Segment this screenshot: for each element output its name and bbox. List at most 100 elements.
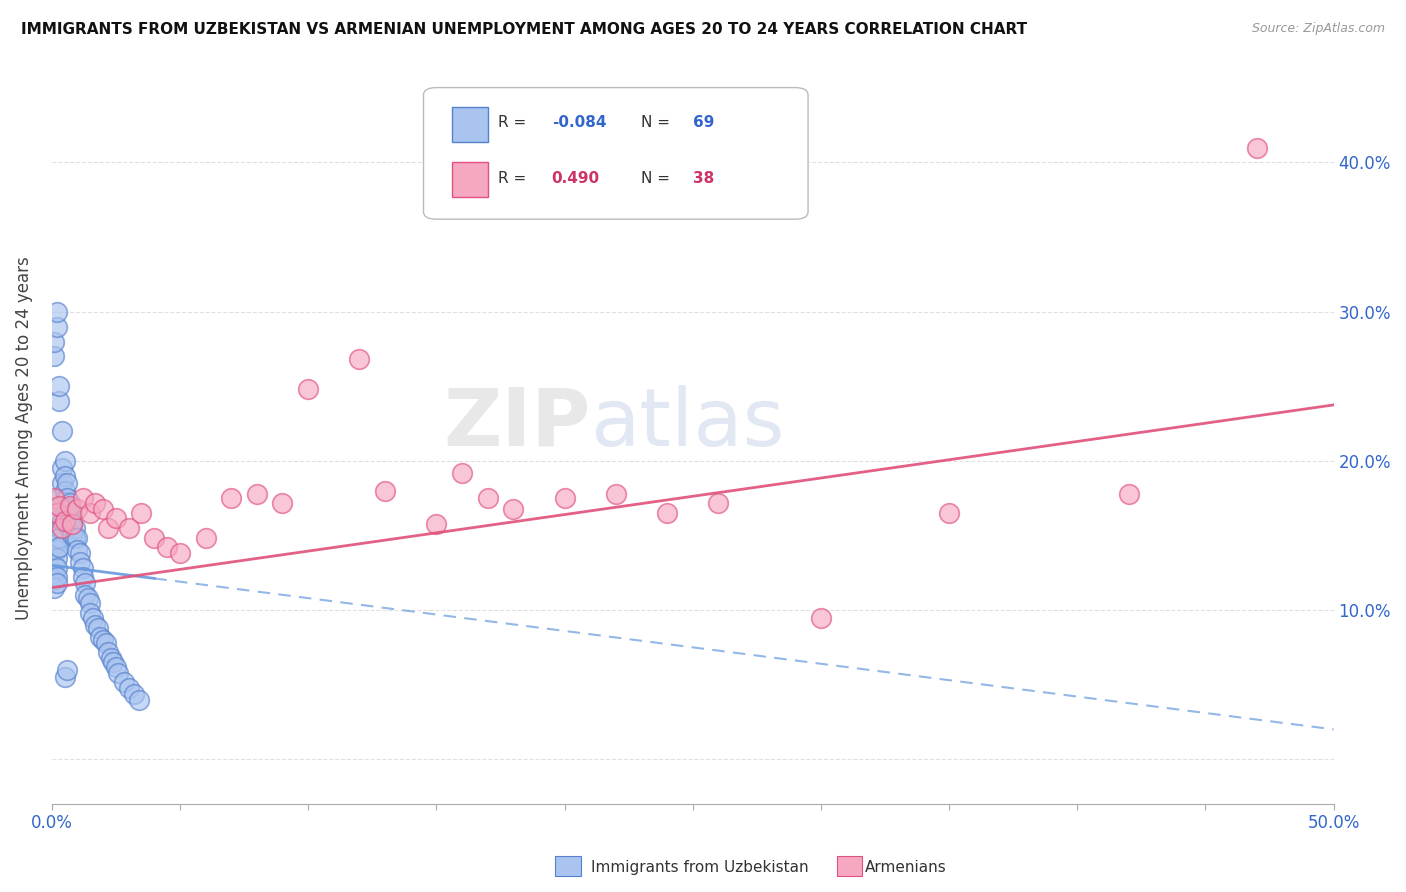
Point (59, 499, 82, 513)
Point (75, 576, 97, 591)
Point (56, 491, 79, 505)
Point (349, 352, 371, 367)
Text: R =: R = (498, 115, 531, 130)
Point (48, 541, 70, 555)
Point (810, 610, 832, 624)
Point (66, 532, 89, 546)
Point (60, 528, 83, 542)
Bar (451, 162, 488, 197)
Point (53, 483, 76, 498)
Point (56, 663, 79, 677)
Point (59, 521, 82, 535)
Point (66, 501, 89, 516)
Point (45, 506, 67, 520)
Point (169, 546, 191, 560)
Point (45, 536, 67, 550)
Point (91, 632, 114, 647)
Point (425, 516, 447, 531)
Point (1246, 140, 1268, 154)
Point (44, 573, 66, 587)
FancyBboxPatch shape (423, 87, 808, 219)
Point (44, 491, 66, 505)
Text: Immigrants from Uzbekistan: Immigrants from Uzbekistan (591, 860, 808, 874)
Point (100, 650, 122, 665)
Point (374, 483, 396, 498)
Point (79, 596, 101, 610)
Point (48, 532, 70, 546)
Point (48, 506, 70, 520)
Point (56, 476, 79, 491)
Point (44, 334, 66, 349)
Point (605, 486, 627, 500)
Text: R =: R = (498, 171, 531, 186)
Point (44, 581, 66, 595)
Point (118, 521, 141, 535)
Point (45, 543, 67, 558)
Point (51, 461, 73, 475)
Text: -0.084: -0.084 (551, 115, 606, 130)
Point (104, 510, 127, 524)
Point (56, 501, 79, 516)
Point (112, 674, 135, 689)
Text: IMMIGRANTS FROM UZBEKISTAN VS ARMENIAN UNEMPLOYMENT AMONG AGES 20 TO 24 YEARS CO: IMMIGRANTS FROM UZBEKISTAN VS ARMENIAN U… (21, 22, 1028, 37)
Text: atlas: atlas (591, 384, 785, 463)
Point (48, 499, 70, 513)
Point (51, 521, 73, 535)
Point (79, 506, 101, 520)
Point (707, 495, 730, 509)
Point (48, 379, 70, 393)
Point (75, 588, 97, 602)
Point (477, 491, 499, 505)
Point (69, 546, 91, 560)
Point (51, 476, 73, 491)
Point (79, 606, 101, 620)
Point (219, 491, 242, 505)
Point (271, 495, 294, 509)
Point (60, 516, 83, 531)
Point (131, 506, 153, 520)
Point (72, 570, 94, 584)
Point (53, 670, 76, 684)
Point (60, 516, 83, 531)
Point (51, 424, 73, 438)
Point (194, 532, 217, 546)
Point (45, 550, 67, 565)
Point (51, 514, 73, 528)
Point (45, 576, 67, 591)
Point (59, 495, 82, 509)
Point (156, 541, 179, 555)
Bar (451, 107, 488, 143)
Point (502, 501, 524, 516)
Point (66, 543, 89, 558)
Point (91, 501, 114, 516)
Point (82, 610, 104, 624)
Point (44, 566, 66, 580)
Point (72, 491, 94, 505)
Point (48, 394, 70, 409)
Point (45, 319, 67, 334)
Point (53, 468, 76, 483)
Point (246, 486, 269, 500)
Point (53, 454, 76, 468)
Point (48, 521, 70, 535)
Point (44, 558, 66, 573)
Point (84, 618, 107, 632)
Text: 0.490: 0.490 (551, 171, 600, 186)
Point (53, 506, 76, 520)
Text: 38: 38 (693, 171, 714, 186)
Point (297, 382, 319, 396)
Point (60, 506, 83, 520)
Point (76, 591, 98, 606)
Point (103, 655, 125, 669)
Point (451, 466, 474, 480)
Point (51, 499, 73, 513)
Point (63, 532, 86, 546)
Point (128, 692, 150, 706)
Text: Armenians: Armenians (865, 860, 946, 874)
Point (97, 645, 120, 659)
Point (63, 521, 86, 535)
Point (938, 506, 960, 520)
Text: Source: ZipAtlas.com: Source: ZipAtlas.com (1251, 22, 1385, 36)
Point (655, 506, 678, 520)
Point (89, 630, 111, 644)
